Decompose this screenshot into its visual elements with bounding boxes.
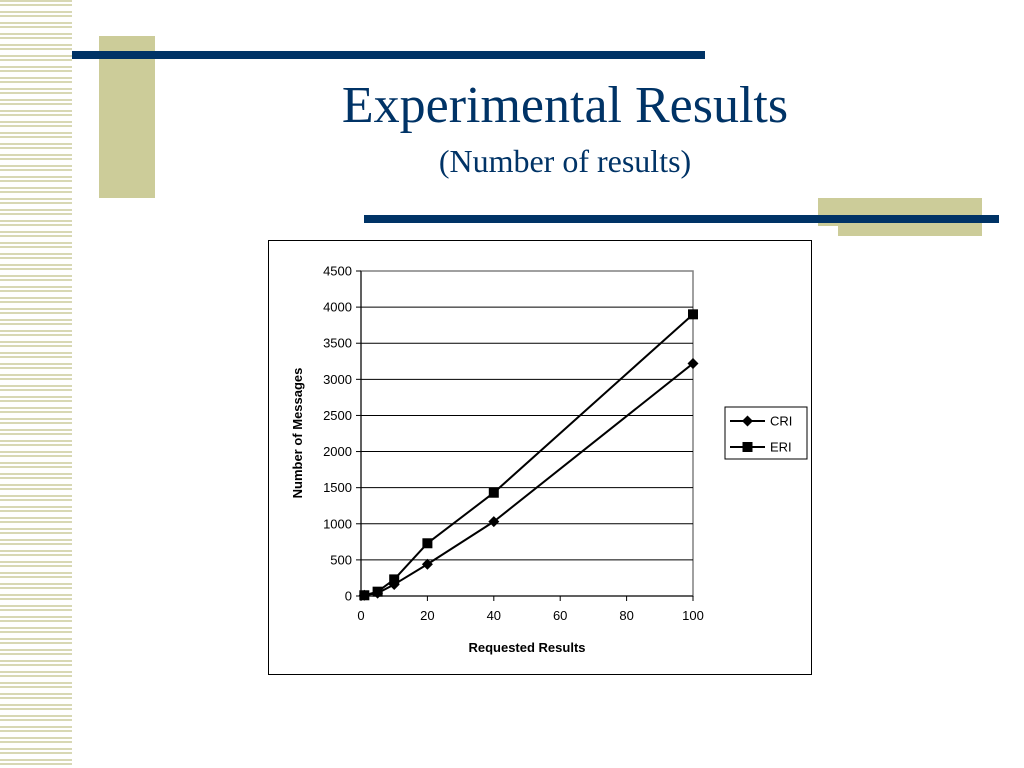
data-point-cri — [421, 558, 433, 570]
data-point-cri — [687, 357, 699, 369]
legend: CRI ERI — [724, 406, 808, 460]
y-tick-label: 2500 — [323, 408, 352, 423]
y-tick-label: 1500 — [323, 480, 352, 495]
legend-marker-cri — [742, 415, 753, 427]
decorative-stripes — [0, 0, 72, 768]
slide-title: Experimental Results — [341, 77, 789, 134]
slide-subtitle: (Number of results) — [438, 143, 692, 179]
y-axis-title: Number of Messages — [290, 368, 305, 499]
title-rule-top — [72, 51, 705, 59]
data-point-eri — [372, 586, 383, 597]
accent-block-left — [99, 36, 155, 198]
data-point-eri — [488, 487, 499, 498]
y-tick-label: 3000 — [323, 372, 352, 387]
plot-area — [360, 270, 694, 597]
title-rule-bottom — [364, 215, 999, 223]
x-axis-title: Requested Results — [468, 640, 585, 655]
y-tick-label: 0 — [345, 589, 352, 604]
x-tick-label: 40 — [487, 608, 501, 623]
chart-frame: 0 500 1000 1500 2000 2500 3000 3500 4000 4500 0 20… — [268, 240, 812, 675]
y-tick-label: 4000 — [323, 300, 352, 315]
y-tick-label: 2000 — [323, 444, 352, 459]
data-point-eri — [389, 574, 400, 585]
y-tick-labels: 0 500 1000 1500 2000 2500 3000 3500 4000 4500 — [323, 264, 361, 604]
x-tick-label: 0 — [357, 608, 364, 623]
data-point-cri — [488, 516, 500, 528]
legend-label-cri: CRI — [770, 414, 792, 429]
y-tick-label: 4500 — [323, 264, 352, 279]
legend-box — [724, 406, 808, 460]
x-tick-label: 60 — [553, 608, 567, 623]
y-tick-label: 500 — [330, 552, 352, 567]
line-chart: 0 500 1000 1500 2000 2500 3000 3500 4000 4500 0 20… — [290, 264, 808, 655]
data-point-eri — [688, 309, 698, 320]
y-tick-label: 3500 — [323, 336, 352, 351]
y-tick-label: 1000 — [323, 516, 352, 531]
series-group — [358, 309, 699, 601]
grid-lines — [361, 306, 693, 561]
x-tick-label: 80 — [619, 608, 633, 623]
legend-marker-eri — [742, 442, 753, 452]
x-tick-labels: 0 20 40 60 80 100 — [357, 596, 704, 623]
x-tick-label: 20 — [420, 608, 434, 623]
legend-label-eri: ERI — [770, 440, 792, 455]
data-point-eri — [359, 590, 370, 601]
data-point-eri — [422, 538, 433, 549]
x-tick-label: 100 — [682, 608, 704, 623]
